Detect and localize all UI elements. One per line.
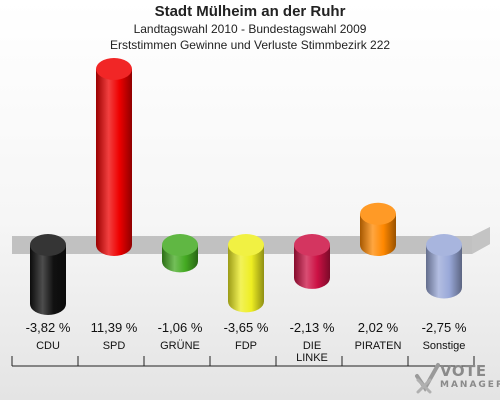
bar-grüne [162, 234, 198, 273]
value-label: -1,06 % [158, 320, 203, 335]
value-label: 11,39 % [91, 320, 138, 335]
category-label: DIE [303, 340, 321, 352]
category-label: PIRATEN [355, 340, 402, 352]
logo-subtext: MANAGER [440, 380, 500, 390]
value-label: 2,02 % [358, 320, 399, 335]
chart-title: Stadt Mülheim an der Ruhr [154, 3, 346, 20]
value-label: -2,13 % [290, 320, 335, 335]
chart-titles: Stadt Mülheim an der Ruhr Landtagswahl 2… [0, 2, 500, 53]
category-label: SPD [103, 340, 126, 352]
value-label: -3,65 % [224, 320, 269, 335]
value-label: -3,82 % [26, 320, 71, 335]
checkmark-x-icon [415, 363, 440, 394]
category-label: LINKE [296, 352, 328, 364]
category-label: GRÜNE [160, 340, 200, 352]
category-label: FDP [235, 340, 257, 352]
chart-subtitle-2: Erststimmen Gewinne und Verluste Stimmbe… [109, 38, 391, 52]
bar-die-linke [294, 234, 330, 289]
logo-text: VOTE [440, 362, 487, 380]
category-label: CDU [36, 340, 60, 352]
bar-cdu [30, 234, 66, 316]
bar-sonstige [426, 234, 462, 299]
vote-manager-logo: VOTE MANAGER [414, 362, 500, 396]
category-label: Sonstige [423, 340, 466, 352]
bar-fdp [228, 234, 264, 313]
chart-subtitle-1: Landtagswahl 2010 - Bundestagswahl 2009 [133, 22, 367, 36]
value-label: -2,75 % [422, 320, 467, 335]
bar-piraten [360, 202, 396, 256]
bar-spd [96, 58, 132, 256]
x-axis [11, 356, 475, 367]
